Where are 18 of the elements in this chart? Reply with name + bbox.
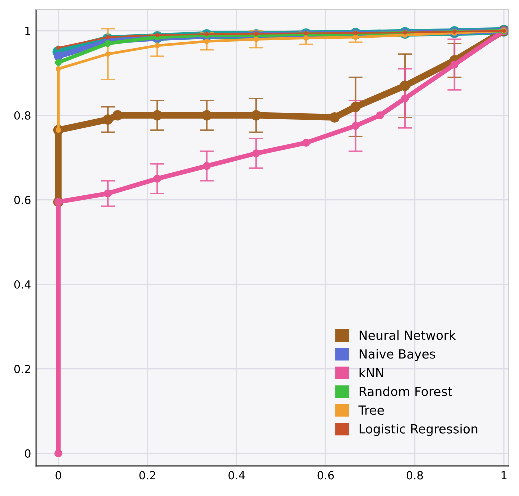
x-tick-label: 0.6 bbox=[318, 471, 334, 480]
y-tick-label: 0.8 bbox=[14, 112, 31, 120]
legend-label: Neural Network bbox=[360, 330, 456, 340]
y-tick-label: 0.2 bbox=[14, 365, 30, 374]
legend-label: Logistic Regression bbox=[360, 424, 478, 436]
legend-label: Tree bbox=[358, 406, 384, 416]
x-tick-label: 0.2 bbox=[140, 471, 156, 480]
x-tick-label: 0.8 bbox=[406, 471, 424, 480]
y-tick-label: 0.4 bbox=[14, 280, 31, 289]
x-tick-label: 0 bbox=[56, 471, 62, 480]
legend-label: kNN bbox=[360, 368, 384, 378]
x-tick-label: 0.4 bbox=[228, 471, 246, 480]
y-tick-label: 1 bbox=[26, 27, 30, 36]
x-tick-label: 1 bbox=[502, 471, 507, 480]
y-tick-label: 0 bbox=[25, 450, 31, 458]
y-tick-label: 0.6 bbox=[14, 196, 31, 204]
legend-label: Random Forest bbox=[360, 386, 452, 396]
legend-label: Naive Bayes bbox=[360, 349, 436, 362]
